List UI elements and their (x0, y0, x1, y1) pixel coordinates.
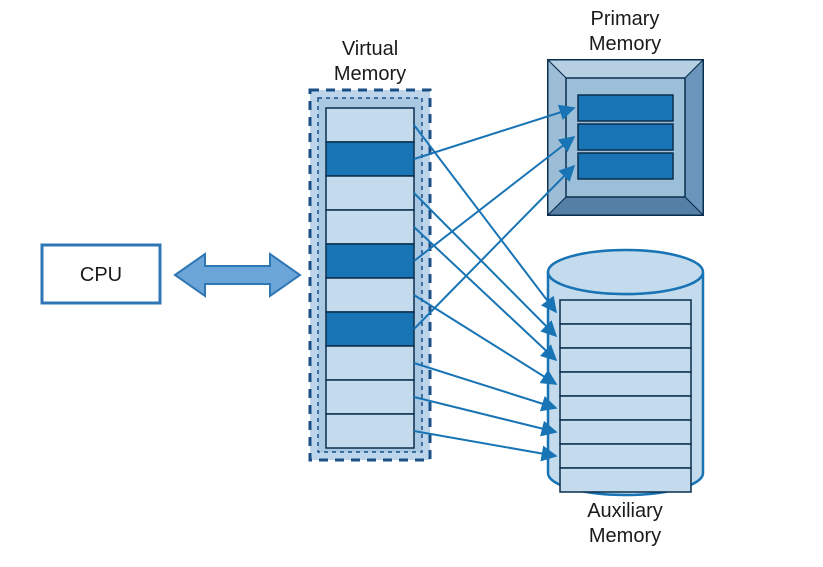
pm-bevel-right (685, 60, 703, 215)
aux-slot (560, 420, 691, 444)
pm-bevel-left (548, 60, 566, 215)
primary-memory-label-2: Memory (589, 33, 661, 55)
aux-slot (560, 468, 691, 492)
virtual-memory-label-2: Memory (334, 63, 406, 85)
vm-slot (326, 414, 414, 448)
pm-bevel-bottom (548, 197, 703, 215)
vm-slot (326, 244, 414, 278)
mapping-arrow (414, 431, 556, 456)
pm-slot (578, 95, 673, 121)
vm-slot (326, 380, 414, 414)
aux-slot (560, 444, 691, 468)
vm-slot (326, 108, 414, 142)
vm-slot (326, 346, 414, 380)
pm-slot (578, 153, 673, 179)
aux-slot (560, 300, 691, 324)
aux-memory-top (548, 250, 703, 294)
primary-memory-label-1: Primary (591, 8, 660, 30)
cpu-label: CPU (80, 264, 122, 286)
mapping-arrow (414, 193, 556, 336)
virtual-memory-label-1: Virtual (342, 38, 398, 60)
vm-slot (326, 176, 414, 210)
aux-memory-label-1: Auxiliary (587, 500, 663, 522)
pm-slot (578, 124, 673, 150)
aux-slot (560, 324, 691, 348)
aux-slot (560, 348, 691, 372)
vm-slot (326, 312, 414, 346)
pm-bevel-top (548, 60, 703, 78)
vm-slot (326, 278, 414, 312)
vm-slot (326, 210, 414, 244)
cpu-vm-arrow (175, 254, 300, 296)
aux-slot (560, 396, 691, 420)
vm-slot (326, 142, 414, 176)
aux-memory-label-2: Memory (589, 525, 661, 547)
aux-slot (560, 372, 691, 396)
